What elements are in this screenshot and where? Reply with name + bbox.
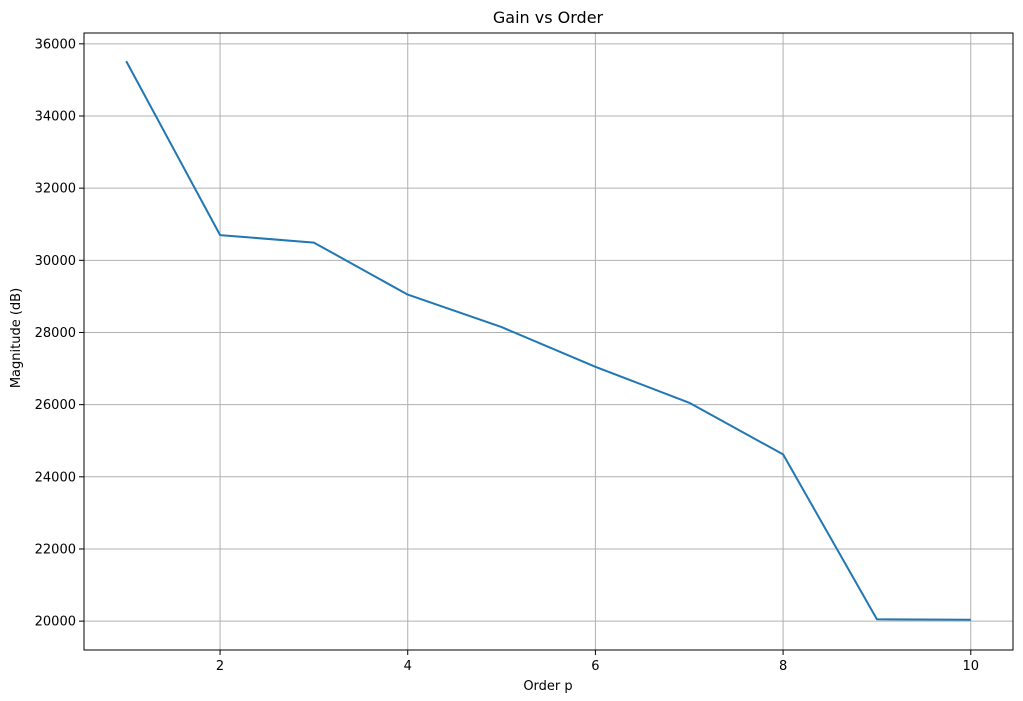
y-tick-label: 34000	[35, 109, 76, 124]
x-tick-label: 4	[404, 659, 412, 674]
x-axis-label: Order p	[523, 679, 572, 694]
series-layer	[125, 60, 971, 621]
x-tick-label: 10	[962, 659, 979, 674]
x-tick-label: 2	[216, 659, 224, 674]
x-tick-label: 6	[591, 659, 599, 674]
grid	[84, 33, 1013, 650]
x-tick-label: 8	[779, 659, 787, 674]
ticks: 2 4 6 8 10 20000 22000 24000 26000 28000 30000 3200…	[35, 37, 979, 674]
y-tick-label: 22000	[35, 542, 76, 557]
y-tick-label: 32000	[35, 182, 76, 197]
y-axis-label: Magnitude (dB)	[9, 288, 24, 388]
y-tick-label: 20000	[35, 615, 76, 630]
y-tick-label: 26000	[35, 398, 76, 413]
chart-title: Gain vs Order	[493, 8, 604, 27]
y-tick-label: 28000	[35, 326, 76, 341]
plot-area	[83, 32, 1014, 651]
series-line	[125, 60, 971, 621]
y-tick-label: 36000	[35, 37, 76, 52]
y-tick-label: 30000	[35, 254, 76, 269]
y-tick-label: 24000	[35, 470, 76, 485]
